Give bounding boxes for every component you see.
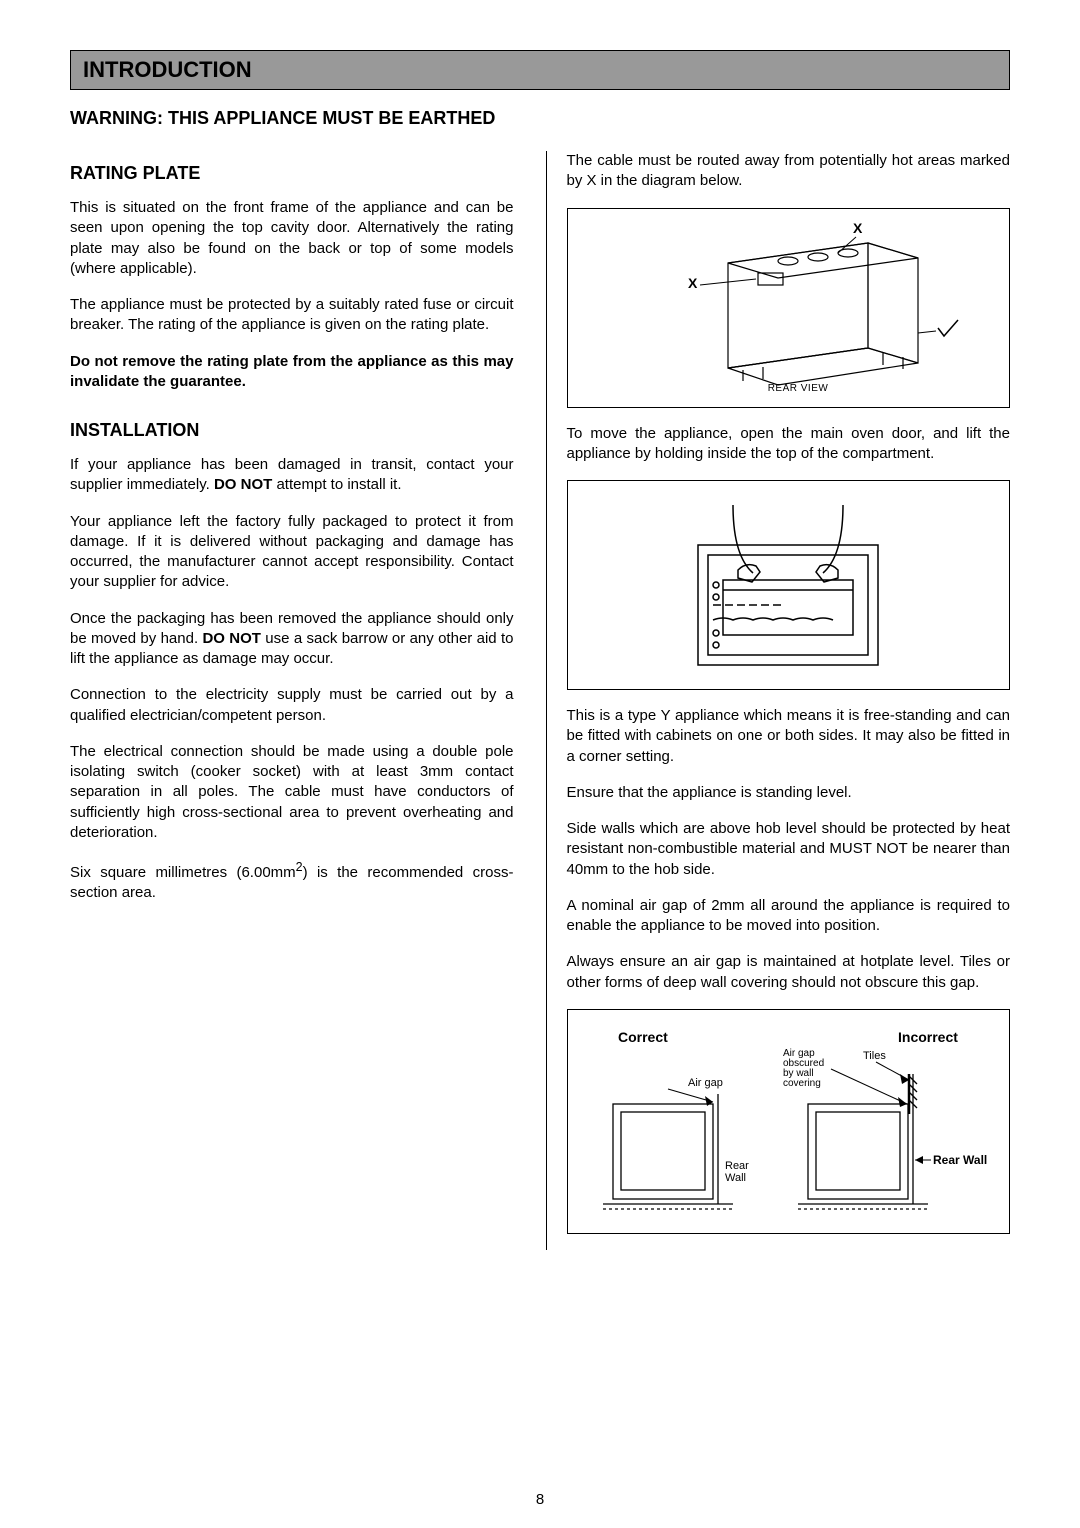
obscured-label: Air gapobscuredby wallcovering [783, 1048, 824, 1089]
banner-title: INTRODUCTION [83, 57, 997, 83]
right-column: The cable must be routed away from poten… [559, 151, 1011, 1250]
installation-heading: INSTALLATION [70, 420, 514, 441]
install-p6: Six square millimetres (6.00mm2) is the … [70, 859, 514, 904]
left-column: RATING PLATE This is situated on the fro… [70, 151, 534, 1250]
right-p1: The cable must be routed away from poten… [567, 151, 1011, 192]
right-p5: Side walls which are above hob level sho… [567, 819, 1011, 880]
install-p3: Once the packaging has been removed the … [70, 609, 514, 670]
rating-p3: Do not remove the rating plate from the … [70, 352, 514, 393]
right-p4: Ensure that the appliance is standing le… [567, 783, 1011, 803]
install-p6a: Six square millimetres (6.00mm [70, 864, 296, 881]
install-p1c: attempt to install it. [272, 476, 401, 493]
install-p1b: DO NOT [214, 476, 272, 493]
tiles-label: Tiles [863, 1050, 886, 1062]
air-gap-diagram: Correct Incorrect Air gap [567, 1009, 1011, 1234]
install-p6sup: 2 [296, 860, 303, 874]
right-p6: A nominal air gap of 2mm all around the … [567, 896, 1011, 937]
incorrect-label: Incorrect [898, 1029, 958, 1045]
rear-view-svg: X X REAR VIEW [578, 213, 998, 403]
warning-heading: WARNING: THIS APPLIANCE MUST BE EARTHED [70, 108, 1010, 129]
install-p3b: DO NOT [202, 630, 261, 647]
install-p4: Connection to the electricity supply mus… [70, 685, 514, 726]
rating-plate-heading: RATING PLATE [70, 163, 514, 184]
right-p7: Always ensure an air gap is maintained a… [567, 952, 1011, 993]
right-p3: This is a type Y appliance which means i… [567, 706, 1011, 767]
rating-p2: The appliance must be protected by a sui… [70, 295, 514, 336]
rear-view-diagram: X X REAR VIEW [567, 208, 1011, 408]
correct-label: Correct [618, 1029, 668, 1045]
column-divider [546, 151, 547, 1250]
section-banner: INTRODUCTION [70, 50, 1010, 90]
install-p2: Your appliance left the factory fully pa… [70, 512, 514, 593]
rear-view-label: REAR VIEW [768, 383, 829, 394]
right-p2: To move the appliance, open the main ove… [567, 424, 1011, 465]
page: INTRODUCTION WARNING: THIS APPLIANCE MUS… [0, 0, 1080, 1528]
air-gap-svg: Correct Incorrect Air gap [573, 1014, 1003, 1229]
install-p1: If your appliance has been damaged in tr… [70, 455, 514, 496]
install-p5: The electrical connection should be made… [70, 742, 514, 843]
svg-text:X: X [688, 275, 698, 291]
svg-text:X: X [853, 220, 863, 236]
rear-wall-label-left: RearWall [725, 1160, 749, 1184]
lifting-svg [638, 485, 938, 685]
page-number: 8 [0, 1491, 1080, 1508]
rear-wall-label-right: Rear Wall [933, 1153, 987, 1167]
air-gap-label: Air gap [688, 1077, 723, 1089]
rating-p1: This is situated on the front frame of t… [70, 198, 514, 279]
two-column-layout: RATING PLATE This is situated on the fro… [70, 151, 1010, 1250]
lifting-diagram [567, 480, 1011, 690]
